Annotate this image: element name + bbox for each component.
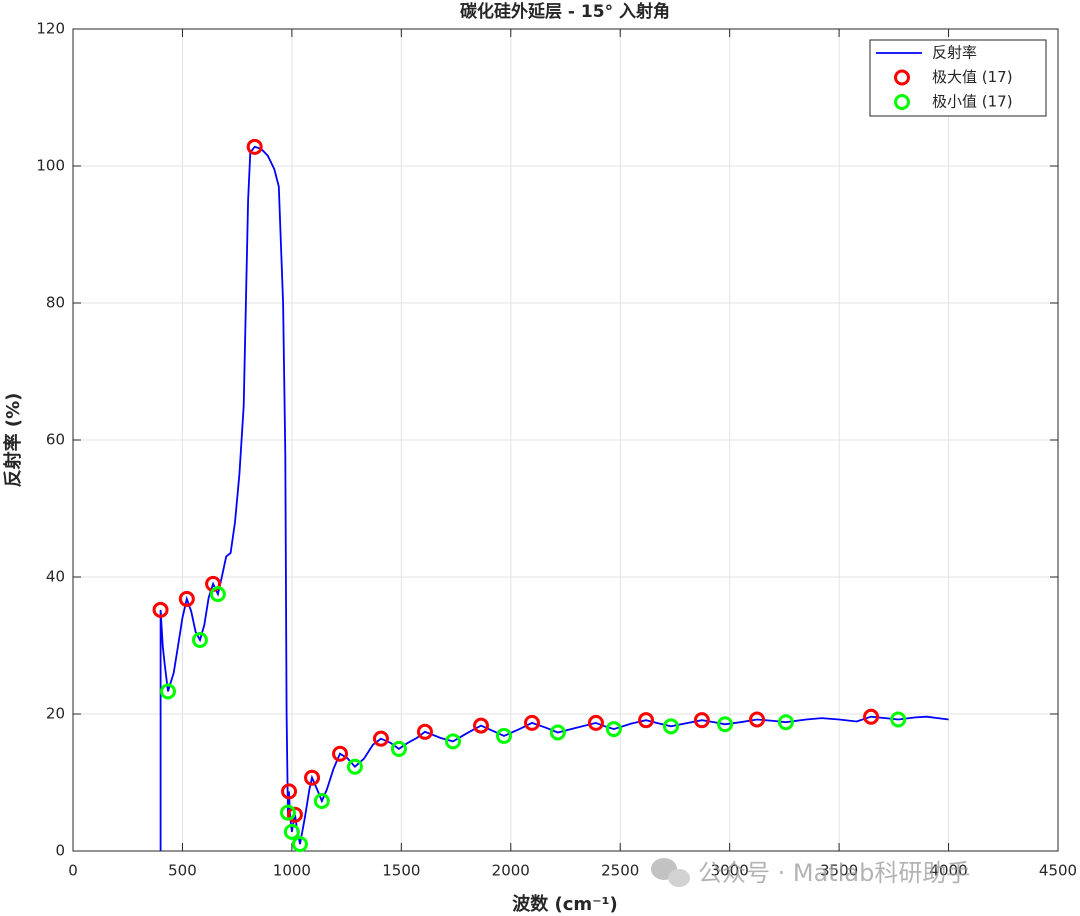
- marker: [587, 714, 604, 731]
- marker: [390, 740, 407, 757]
- marker: [178, 590, 195, 607]
- marker: [693, 712, 710, 729]
- marker: [159, 683, 176, 700]
- x-tick-label: 3000: [711, 862, 749, 880]
- chart-title: 碳化硅外延层 - 15° 入射角: [460, 1, 670, 22]
- marker: [416, 723, 433, 740]
- marker: [152, 601, 169, 618]
- legend-label: 极大值 (17): [932, 68, 1013, 86]
- marker: [749, 711, 766, 728]
- y-axis-label: 反射率 (%): [2, 393, 24, 488]
- marker: [444, 733, 461, 750]
- x-tick-label: 4000: [929, 862, 967, 880]
- marker: [549, 724, 566, 741]
- marker: [304, 769, 321, 786]
- x-tick-label: 0: [68, 862, 78, 880]
- x-tick-label: 3500: [820, 862, 858, 880]
- marker: [291, 836, 308, 853]
- legend-swatch: [894, 69, 910, 86]
- marker: [524, 714, 541, 731]
- watermark-icon: [651, 858, 690, 887]
- x-tick-label: 1500: [382, 862, 420, 880]
- marker: [346, 758, 363, 775]
- legend-label: 极小值 (17): [932, 93, 1013, 111]
- marker: [283, 823, 300, 840]
- y-tick-label: 80: [46, 294, 65, 312]
- marker: [191, 632, 208, 649]
- y-tick-label: 0: [55, 842, 65, 860]
- x-tick-label: 2500: [601, 862, 639, 880]
- marker: [209, 586, 226, 603]
- marker: [473, 717, 490, 734]
- marker: [332, 745, 349, 762]
- marker: [279, 804, 296, 821]
- marker: [495, 727, 512, 744]
- marker: [863, 708, 880, 725]
- marker: [286, 806, 303, 823]
- y-tick-label: 40: [46, 568, 65, 586]
- data-line: [159, 145, 949, 851]
- marker: [717, 716, 734, 733]
- axes-box: [72, 28, 1059, 852]
- grid: [72, 28, 1059, 852]
- legend-label: 反射率: [932, 44, 977, 62]
- marker: [638, 712, 655, 729]
- y-tick-label: 120: [36, 20, 65, 38]
- y-tick-label: 100: [36, 157, 65, 175]
- marker: [890, 711, 907, 728]
- y-tick-label: 60: [46, 431, 65, 449]
- x-tick-label: 4500: [1039, 862, 1077, 880]
- marker: [663, 718, 680, 735]
- watermark: 公众号 · Matlab科研助手: [698, 859, 970, 887]
- marker: [605, 721, 622, 738]
- marker: [281, 783, 298, 800]
- legend-swatch: [894, 94, 910, 110]
- marker: [246, 138, 263, 155]
- x-tick-label: 500: [168, 862, 197, 880]
- x-axis-label: 波数 (cm⁻¹): [512, 893, 618, 915]
- marker: [777, 714, 794, 731]
- x-tick-label: 1000: [273, 862, 311, 880]
- marker: [372, 730, 389, 747]
- x-tick-label: 2000: [492, 862, 530, 880]
- y-tick-label: 20: [46, 705, 65, 723]
- marker: [313, 792, 330, 809]
